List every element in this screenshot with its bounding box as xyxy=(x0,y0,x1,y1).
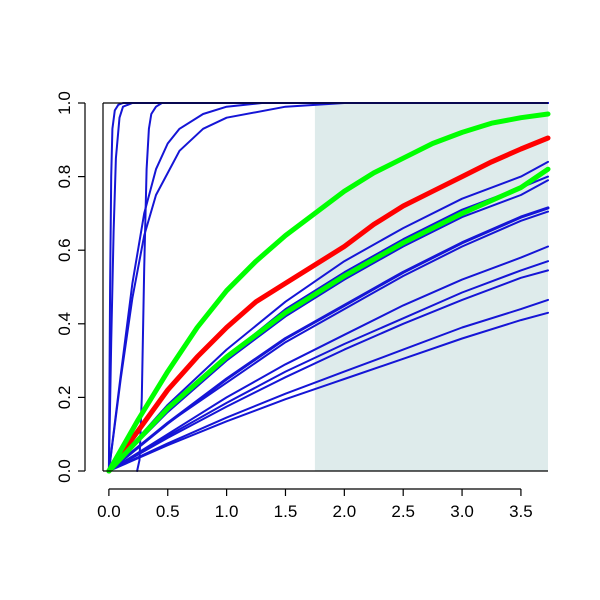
y-tick-label-3: 0.6 xyxy=(55,238,74,262)
series-line-16 xyxy=(107,269,549,472)
series-line-15 xyxy=(107,260,549,472)
series-line-2 xyxy=(107,102,549,472)
series-line-5 xyxy=(107,102,549,472)
series-line-18 xyxy=(107,311,549,472)
shaded-region xyxy=(314,103,548,471)
series-line-11 xyxy=(107,179,549,472)
x-tick-label-4: 2.0 xyxy=(333,502,357,521)
series-line-9 xyxy=(107,160,549,472)
y-tick-label-4: 0.8 xyxy=(55,165,74,189)
x-tick-label-0: 0.0 xyxy=(97,502,121,521)
x-tick-label-1: 0.5 xyxy=(156,502,180,521)
y-tick-label-5: 1.0 xyxy=(55,91,74,115)
y-tick-label-0: 0.0 xyxy=(55,459,74,483)
x-tick-label-6: 3.0 xyxy=(450,502,474,521)
x-tick-label-5: 2.5 xyxy=(391,502,415,521)
series-line-7 xyxy=(106,111,551,474)
x-tick-label-7: 3.5 xyxy=(509,502,533,521)
series-line-12 xyxy=(107,206,550,473)
series-line-8 xyxy=(106,166,551,474)
x-tick-label-2: 1.0 xyxy=(215,502,239,521)
axes-layer: 0.0 0.5 1.0 1.5 2.0 2.5 3.0 3.5 0.0 0.2 0.4 0.6 0.8 1… xyxy=(55,91,548,521)
series-line-6 xyxy=(106,135,551,474)
y-tick-label-1: 0.2 xyxy=(55,386,74,410)
series-layer xyxy=(106,102,551,474)
series-line-17 xyxy=(107,298,549,472)
series-line-14 xyxy=(107,245,549,472)
y-tick-label-2: 0.4 xyxy=(55,312,74,336)
x-tick-label-3: 1.5 xyxy=(274,502,298,521)
series-line-13 xyxy=(107,210,549,472)
plot-area xyxy=(314,103,548,471)
